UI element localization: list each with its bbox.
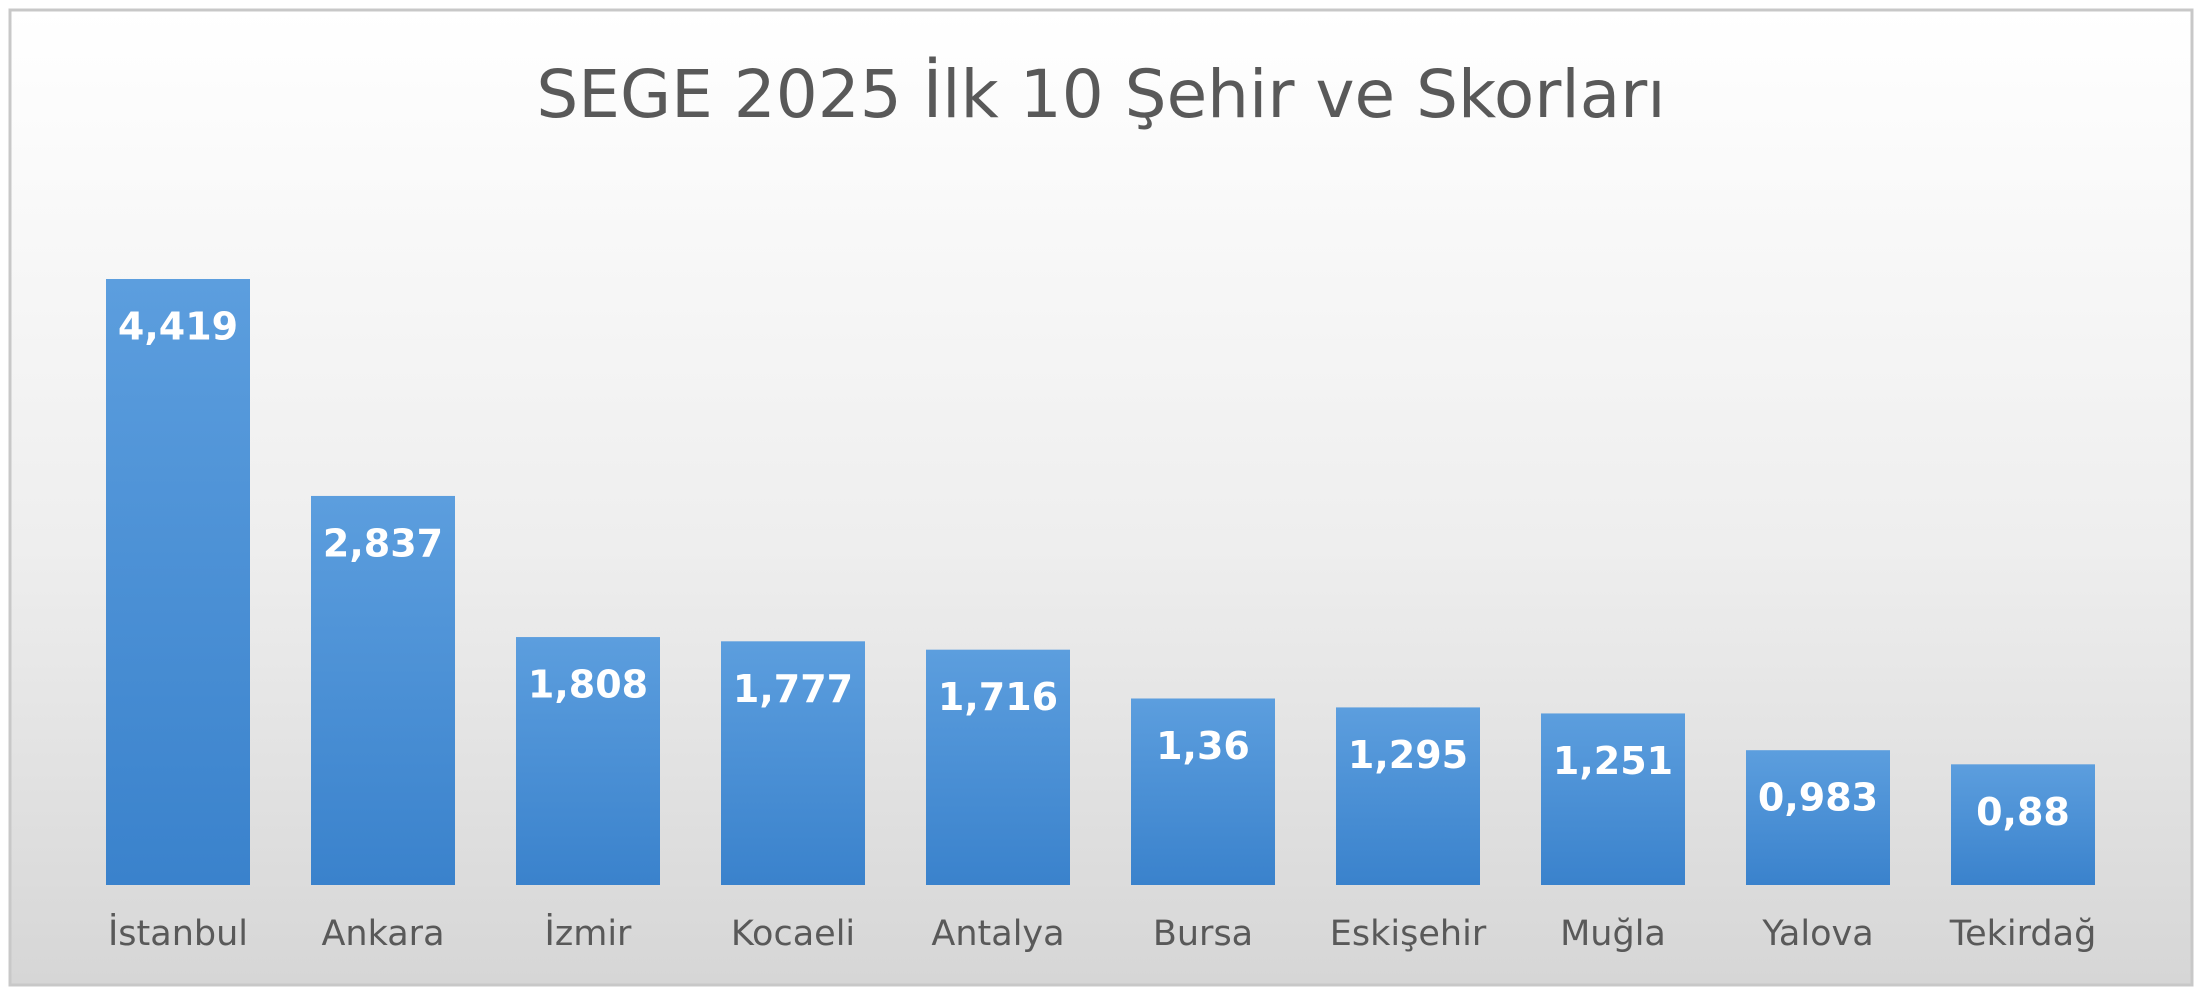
value-label: 1,716 xyxy=(938,675,1058,719)
value-label: 0,88 xyxy=(1976,790,2070,834)
value-label: 1,777 xyxy=(733,667,853,711)
bar xyxy=(106,279,250,885)
x-tick-label: İzmir xyxy=(545,912,633,954)
chart-title: SEGE 2025 İlk 10 Şehir ve Skorları xyxy=(536,56,1665,133)
value-label: 1,36 xyxy=(1156,724,1250,768)
value-label: 1,295 xyxy=(1348,733,1468,777)
bar xyxy=(721,641,865,885)
x-tick-label: Yalova xyxy=(1761,914,1873,954)
x-tick-label: Ankara xyxy=(321,914,444,954)
value-label: 4,419 xyxy=(118,305,238,349)
x-tick-label: Tekirdağ xyxy=(1949,914,2097,954)
x-tick-label: Bursa xyxy=(1153,914,1253,954)
bar xyxy=(311,495,455,885)
bar xyxy=(1541,713,1685,885)
x-tick-label: Eskişehir xyxy=(1330,914,1487,954)
bar xyxy=(1951,764,2095,885)
x-tick-label: Muğla xyxy=(1560,914,1666,954)
bar xyxy=(1746,750,1890,885)
value-label: 0,983 xyxy=(1758,776,1878,820)
bar xyxy=(1336,707,1480,885)
value-label: 1,251 xyxy=(1553,739,1673,783)
bar xyxy=(516,637,660,885)
bar xyxy=(1131,698,1275,885)
x-tick-label: Antalya xyxy=(931,914,1064,954)
value-label: 2,837 xyxy=(323,521,443,565)
x-tick-label: İstanbul xyxy=(108,912,248,954)
value-label: 1,808 xyxy=(528,663,648,707)
x-tick-label: Kocaeli xyxy=(731,914,855,954)
bar xyxy=(926,649,1070,885)
